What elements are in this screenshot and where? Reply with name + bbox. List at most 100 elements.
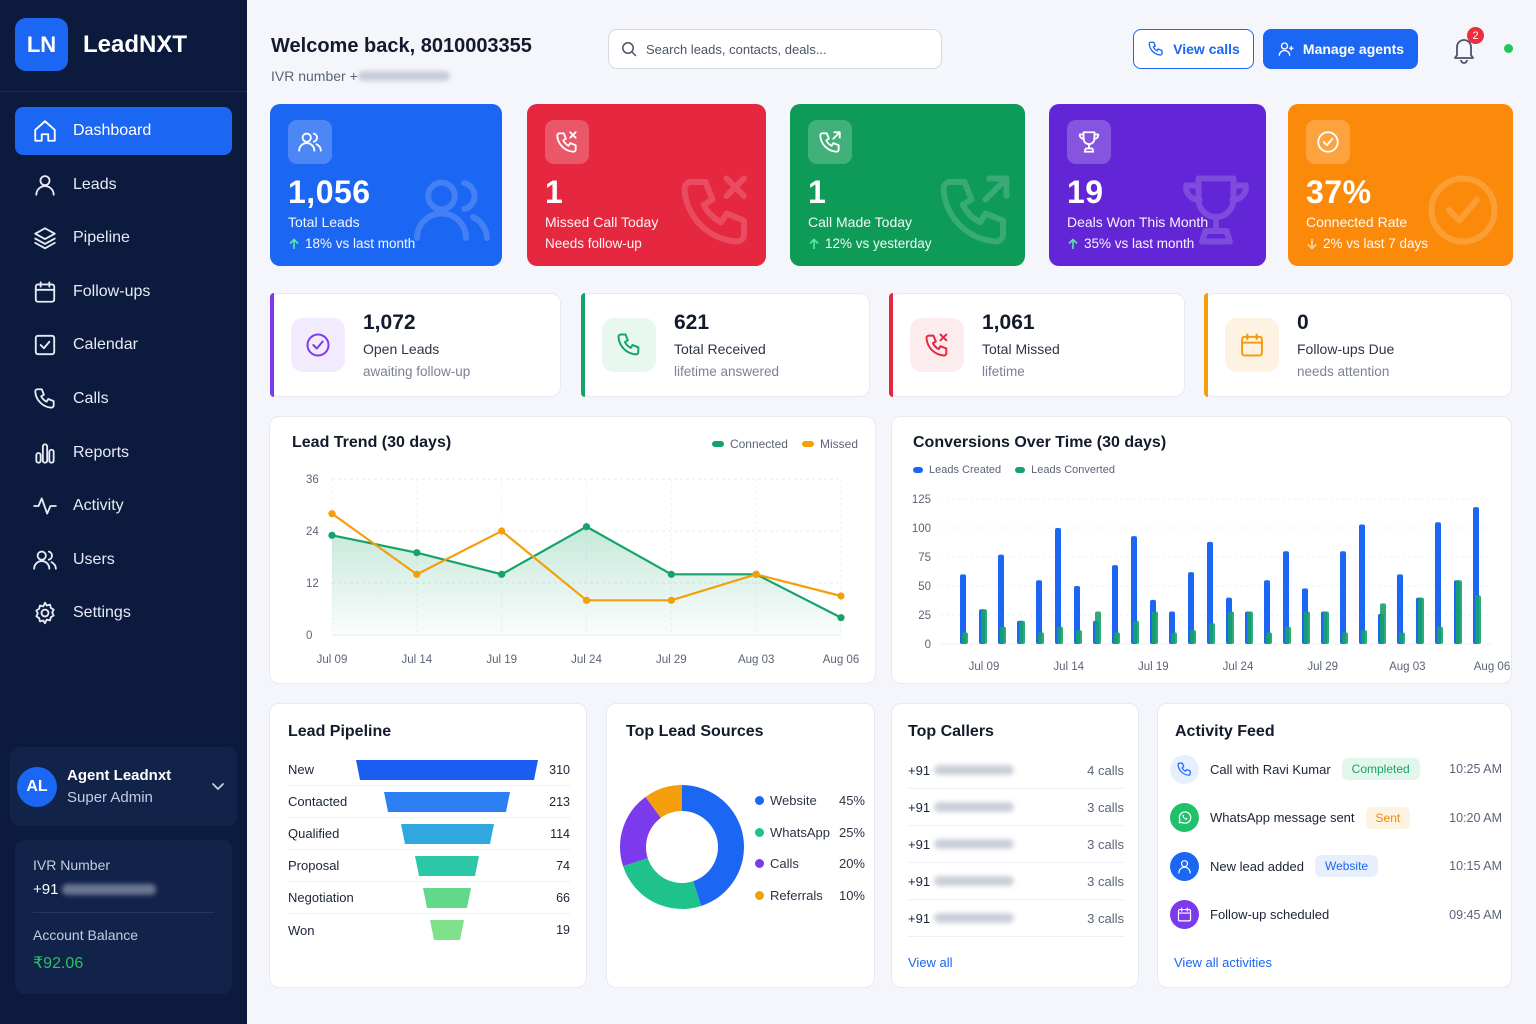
data-point[interactable] (837, 614, 845, 622)
sidebar-item-calendar[interactable]: Calendar (15, 321, 232, 369)
kpi-card-total-leads[interactable]: 1,056 Total Leads 18% vs last month (270, 104, 502, 266)
view-all-activities-link[interactable]: View all activities (1174, 955, 1273, 970)
caller-row[interactable]: +91 3 calls (908, 789, 1124, 826)
pipeline-stage-negotiation[interactable]: Negotiation 66 (288, 882, 570, 914)
data-point[interactable] (413, 549, 421, 557)
stat-card-total-received[interactable]: 621 Total Received lifetime answered (581, 293, 870, 397)
sidebar-item-reports[interactable]: Reports (15, 429, 232, 477)
user-profile[interactable]: AL Agent Leadnxt Super Admin (10, 747, 237, 826)
bar-leads-converted[interactable] (1209, 623, 1215, 644)
bar-leads-created[interactable] (1283, 551, 1289, 644)
bar-leads-created[interactable] (1397, 574, 1403, 644)
bar-leads-created[interactable] (1340, 551, 1346, 644)
data-point[interactable] (328, 531, 336, 539)
sidebar-item-settings[interactable]: Settings (15, 589, 232, 637)
bar-leads-converted[interactable] (1323, 611, 1329, 644)
bar-leads-converted[interactable] (1456, 580, 1462, 644)
pipeline-stage-new[interactable]: New 310 (288, 754, 570, 786)
bar-leads-converted[interactable] (1475, 595, 1481, 644)
data-point[interactable] (667, 596, 675, 604)
donut-slice-whatsapp[interactable] (623, 858, 702, 909)
sidebar-item-leads[interactable]: Leads (15, 161, 232, 209)
bar-leads-converted[interactable] (1038, 632, 1044, 644)
donut-slice-referrals[interactable] (645, 785, 682, 818)
bar-leads-converted[interactable] (1076, 630, 1082, 644)
caller-row[interactable]: +91 3 calls (908, 863, 1124, 900)
bar-leads-converted[interactable] (1095, 611, 1101, 644)
kpi-card-calls-made-today[interactable]: 1 Call Made Today 12% vs yesterday (790, 104, 1025, 266)
sidebar-item-activity[interactable]: Activity (15, 482, 232, 530)
data-point[interactable] (582, 523, 591, 531)
bar-leads-created[interactable] (1055, 528, 1061, 644)
bar-leads-created[interactable] (998, 554, 1004, 644)
pipeline-stage-proposal[interactable]: Proposal 74 (288, 850, 570, 882)
donut-slice-website[interactable] (682, 785, 744, 906)
bar-leads-created[interactable] (1188, 572, 1194, 644)
sidebar-item-pipeline[interactable]: Pipeline (15, 214, 232, 262)
caller-row[interactable]: +91 3 calls (908, 826, 1124, 863)
bar-leads-converted[interactable] (1190, 630, 1196, 644)
chevron-down-icon[interactable] (211, 779, 225, 793)
bar-leads-created[interactable] (1359, 524, 1365, 644)
donut-slice-calls[interactable] (620, 796, 661, 867)
bar-leads-created[interactable] (1036, 580, 1042, 644)
bar-leads-created[interactable] (1435, 522, 1441, 644)
bar-leads-converted[interactable] (1266, 632, 1272, 644)
activity-item[interactable]: Call with Ravi Kumar Completed 10:25 AM (1170, 751, 1502, 787)
kpi-card-deals-won[interactable]: 19 Deals Won This Month 35% vs last mont… (1049, 104, 1266, 266)
data-point[interactable] (413, 570, 421, 578)
data-point[interactable] (498, 570, 506, 578)
view-calls-button[interactable]: View calls (1133, 29, 1254, 69)
bar-leads-converted[interactable] (1171, 632, 1177, 644)
sidebar-item-users[interactable]: Users (15, 536, 232, 584)
stat-card-open-leads[interactable]: 1,072 Open Leads awaiting follow-up (270, 293, 561, 397)
activity-item[interactable]: Follow-up scheduled 09:45 AM (1170, 897, 1502, 933)
bar-leads-converted[interactable] (1247, 611, 1253, 644)
data-point[interactable] (582, 596, 591, 604)
bar-leads-created[interactable] (1264, 580, 1270, 644)
bar-leads-converted[interactable] (1114, 632, 1120, 644)
bar-leads-converted[interactable] (1152, 611, 1158, 644)
manage-agents-button[interactable]: Manage agents (1263, 29, 1418, 69)
sidebar-item-dashboard[interactable]: Dashboard (15, 107, 232, 155)
search-input[interactable] (646, 41, 926, 57)
bar-leads-converted[interactable] (1342, 632, 1348, 644)
pipeline-stage-qualified[interactable]: Qualified 114 (288, 818, 570, 850)
bar-leads-created[interactable] (960, 574, 966, 644)
pipeline-stage-contacted[interactable]: Contacted 213 (288, 786, 570, 818)
sidebar-item-follow-ups[interactable]: Follow-ups (15, 268, 232, 316)
bar-leads-converted[interactable] (1304, 611, 1310, 644)
sidebar-item-calls[interactable]: Calls (15, 375, 232, 423)
bar-leads-converted[interactable] (1361, 630, 1367, 644)
caller-row[interactable]: +91 4 calls (908, 752, 1124, 789)
stat-card-total-missed[interactable]: 1,061 Total Missed lifetime (889, 293, 1185, 397)
caller-row[interactable]: +91 3 calls (908, 900, 1124, 937)
bell-icon[interactable] (1450, 34, 1478, 64)
data-point[interactable] (837, 592, 845, 600)
data-point[interactable] (328, 510, 336, 518)
bar-leads-converted[interactable] (1228, 611, 1234, 644)
bar-leads-converted[interactable] (981, 609, 987, 644)
bar-leads-converted[interactable] (1380, 603, 1386, 644)
data-point[interactable] (667, 570, 675, 578)
bar-leads-created[interactable] (1074, 586, 1080, 644)
bar-leads-converted[interactable] (1437, 626, 1443, 644)
activity-item[interactable]: New lead added Website 10:15 AM (1170, 848, 1502, 884)
bar-leads-converted[interactable] (1000, 626, 1006, 644)
view-all-callers-link[interactable]: View all (908, 955, 953, 970)
pipeline-stage-won[interactable]: Won 19 (288, 914, 570, 946)
bar-leads-converted[interactable] (1418, 597, 1424, 644)
bar-leads-created[interactable] (1131, 536, 1137, 644)
bar-leads-converted[interactable] (962, 632, 968, 644)
search-box[interactable] (608, 29, 942, 69)
bar-leads-converted[interactable] (1133, 620, 1139, 644)
activity-item[interactable]: WhatsApp message sent Sent 10:20 AM (1170, 800, 1502, 836)
data-point[interactable] (752, 570, 760, 578)
stat-card-follow-ups-due[interactable]: 0 Follow-ups Due needs attention (1204, 293, 1512, 397)
bar-leads-converted[interactable] (1019, 620, 1025, 644)
bar-leads-created[interactable] (1112, 565, 1118, 644)
data-point[interactable] (498, 527, 506, 535)
kpi-card-missed-calls-today[interactable]: 1 Missed Call Today Needs follow-up (527, 104, 766, 266)
bar-leads-converted[interactable] (1285, 626, 1291, 644)
bar-leads-created[interactable] (1207, 541, 1213, 644)
